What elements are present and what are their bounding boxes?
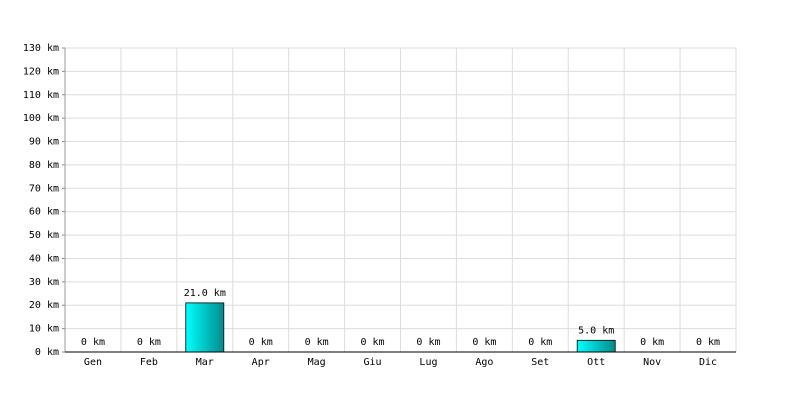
y-tick-label: 100 km [23,113,59,124]
value-label: 0 km [416,337,440,348]
bar [576,339,616,353]
value-label: 5.0 km [578,325,614,336]
x-tick-label: Mar [196,357,214,368]
value-label: 0 km [81,337,105,348]
y-tick-label: 130 km [23,43,59,54]
y-tick-label: 110 km [23,90,59,101]
y-tick-label: 120 km [23,66,59,77]
x-tick-label: Gen [84,357,102,368]
x-tick-label: Set [531,357,549,368]
y-tick-label: 90 km [29,137,59,148]
y-tick-label: 0 km [35,347,59,358]
value-label: 0 km [249,337,273,348]
y-tick-label: 10 km [29,324,59,335]
value-label: 0 km [640,337,664,348]
value-label: 0 km [360,337,384,348]
x-tick-label: Dic [699,357,717,368]
x-tick-label: Mag [308,357,326,368]
x-tick-label: Apr [252,357,270,368]
y-tick-label: 70 km [29,183,59,194]
y-tick-label: 30 km [29,277,59,288]
value-label: 0 km [137,337,161,348]
value-label: 0 km [696,337,720,348]
y-tick-label: 20 km [29,300,59,311]
y-tick-label: 40 km [29,253,59,264]
value-label: 0 km [472,337,496,348]
x-tick-label: Lug [419,357,437,368]
value-label: 21.0 km [184,288,226,299]
x-tick-label: Ago [475,357,493,368]
x-tick-label: Feb [140,357,158,368]
y-tick-label: 60 km [29,207,59,218]
y-tick-label: 50 km [29,230,59,241]
value-label: 0 km [528,337,552,348]
x-tick-label: Nov [643,357,661,368]
x-tick-label: Giu [364,357,382,368]
y-tick-label: 80 km [29,160,59,171]
value-label: 0 km [305,337,329,348]
x-tick-label: Ott [587,357,605,368]
bar [185,302,225,353]
